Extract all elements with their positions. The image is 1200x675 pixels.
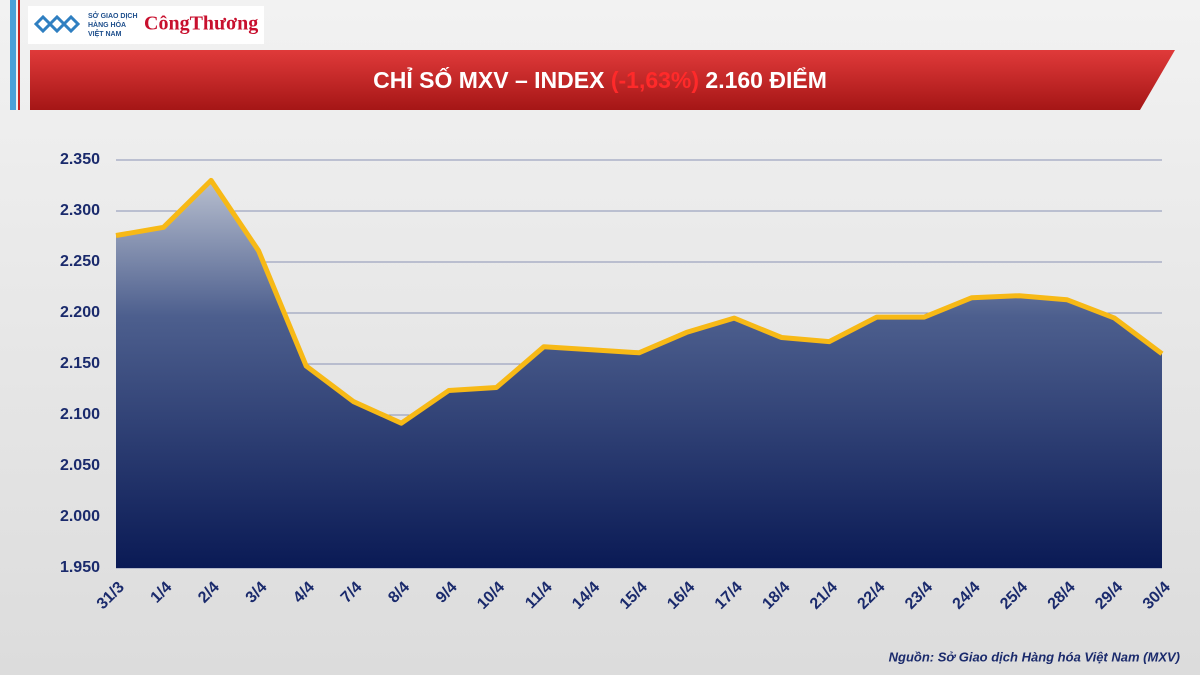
y-tick-label: 2.200 — [60, 304, 100, 321]
logo-icon — [33, 14, 81, 34]
title-banner — [30, 50, 1175, 110]
title-value: 2.160 ĐIỂM — [705, 66, 826, 93]
accent-bar — [10, 0, 16, 110]
y-tick-label: 2.050 — [60, 457, 100, 474]
y-tick-label: 2.300 — [60, 202, 100, 219]
source: Nguồn: Sở Giao dịch Hàng hóa Việt Nam (M… — [889, 649, 1180, 664]
accent-bar — [18, 0, 20, 110]
logo-text: VIỆT NAM — [88, 29, 122, 38]
y-tick-label: 2.100 — [60, 406, 100, 423]
title-change: (-1,63%) — [611, 67, 699, 93]
chart-title: CHỈ SỐ MXV – INDEX (-1,63%) 2.160 ĐIỂM — [373, 65, 827, 93]
y-tick-label: 2.000 — [60, 508, 100, 525]
y-tick-label: 2.250 — [60, 253, 100, 270]
y-tick-label: 1.950 — [60, 559, 100, 576]
brand: CôngThương — [144, 13, 258, 35]
title-text: CHỈ SỐ MXV – INDEX — [373, 65, 605, 93]
y-tick-label: 2.150 — [60, 355, 100, 372]
logo-text: HÀNG HÓA — [88, 20, 126, 29]
y-tick-label: 2.350 — [60, 151, 100, 168]
line — [115, 177, 1164, 426]
area — [116, 180, 1162, 568]
logo-box — [28, 6, 264, 44]
logo-text: SỞ GIAO DỊCH — [88, 11, 138, 20]
